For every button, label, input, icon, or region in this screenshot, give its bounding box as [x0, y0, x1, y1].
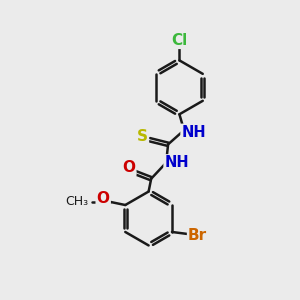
Text: CH₃: CH₃	[66, 195, 89, 208]
Text: S: S	[137, 129, 148, 144]
Text: O: O	[122, 160, 135, 175]
Text: O: O	[97, 191, 110, 206]
Text: Cl: Cl	[171, 33, 188, 48]
Text: NH: NH	[164, 155, 189, 170]
Text: Br: Br	[188, 228, 207, 243]
Text: NH: NH	[182, 125, 206, 140]
